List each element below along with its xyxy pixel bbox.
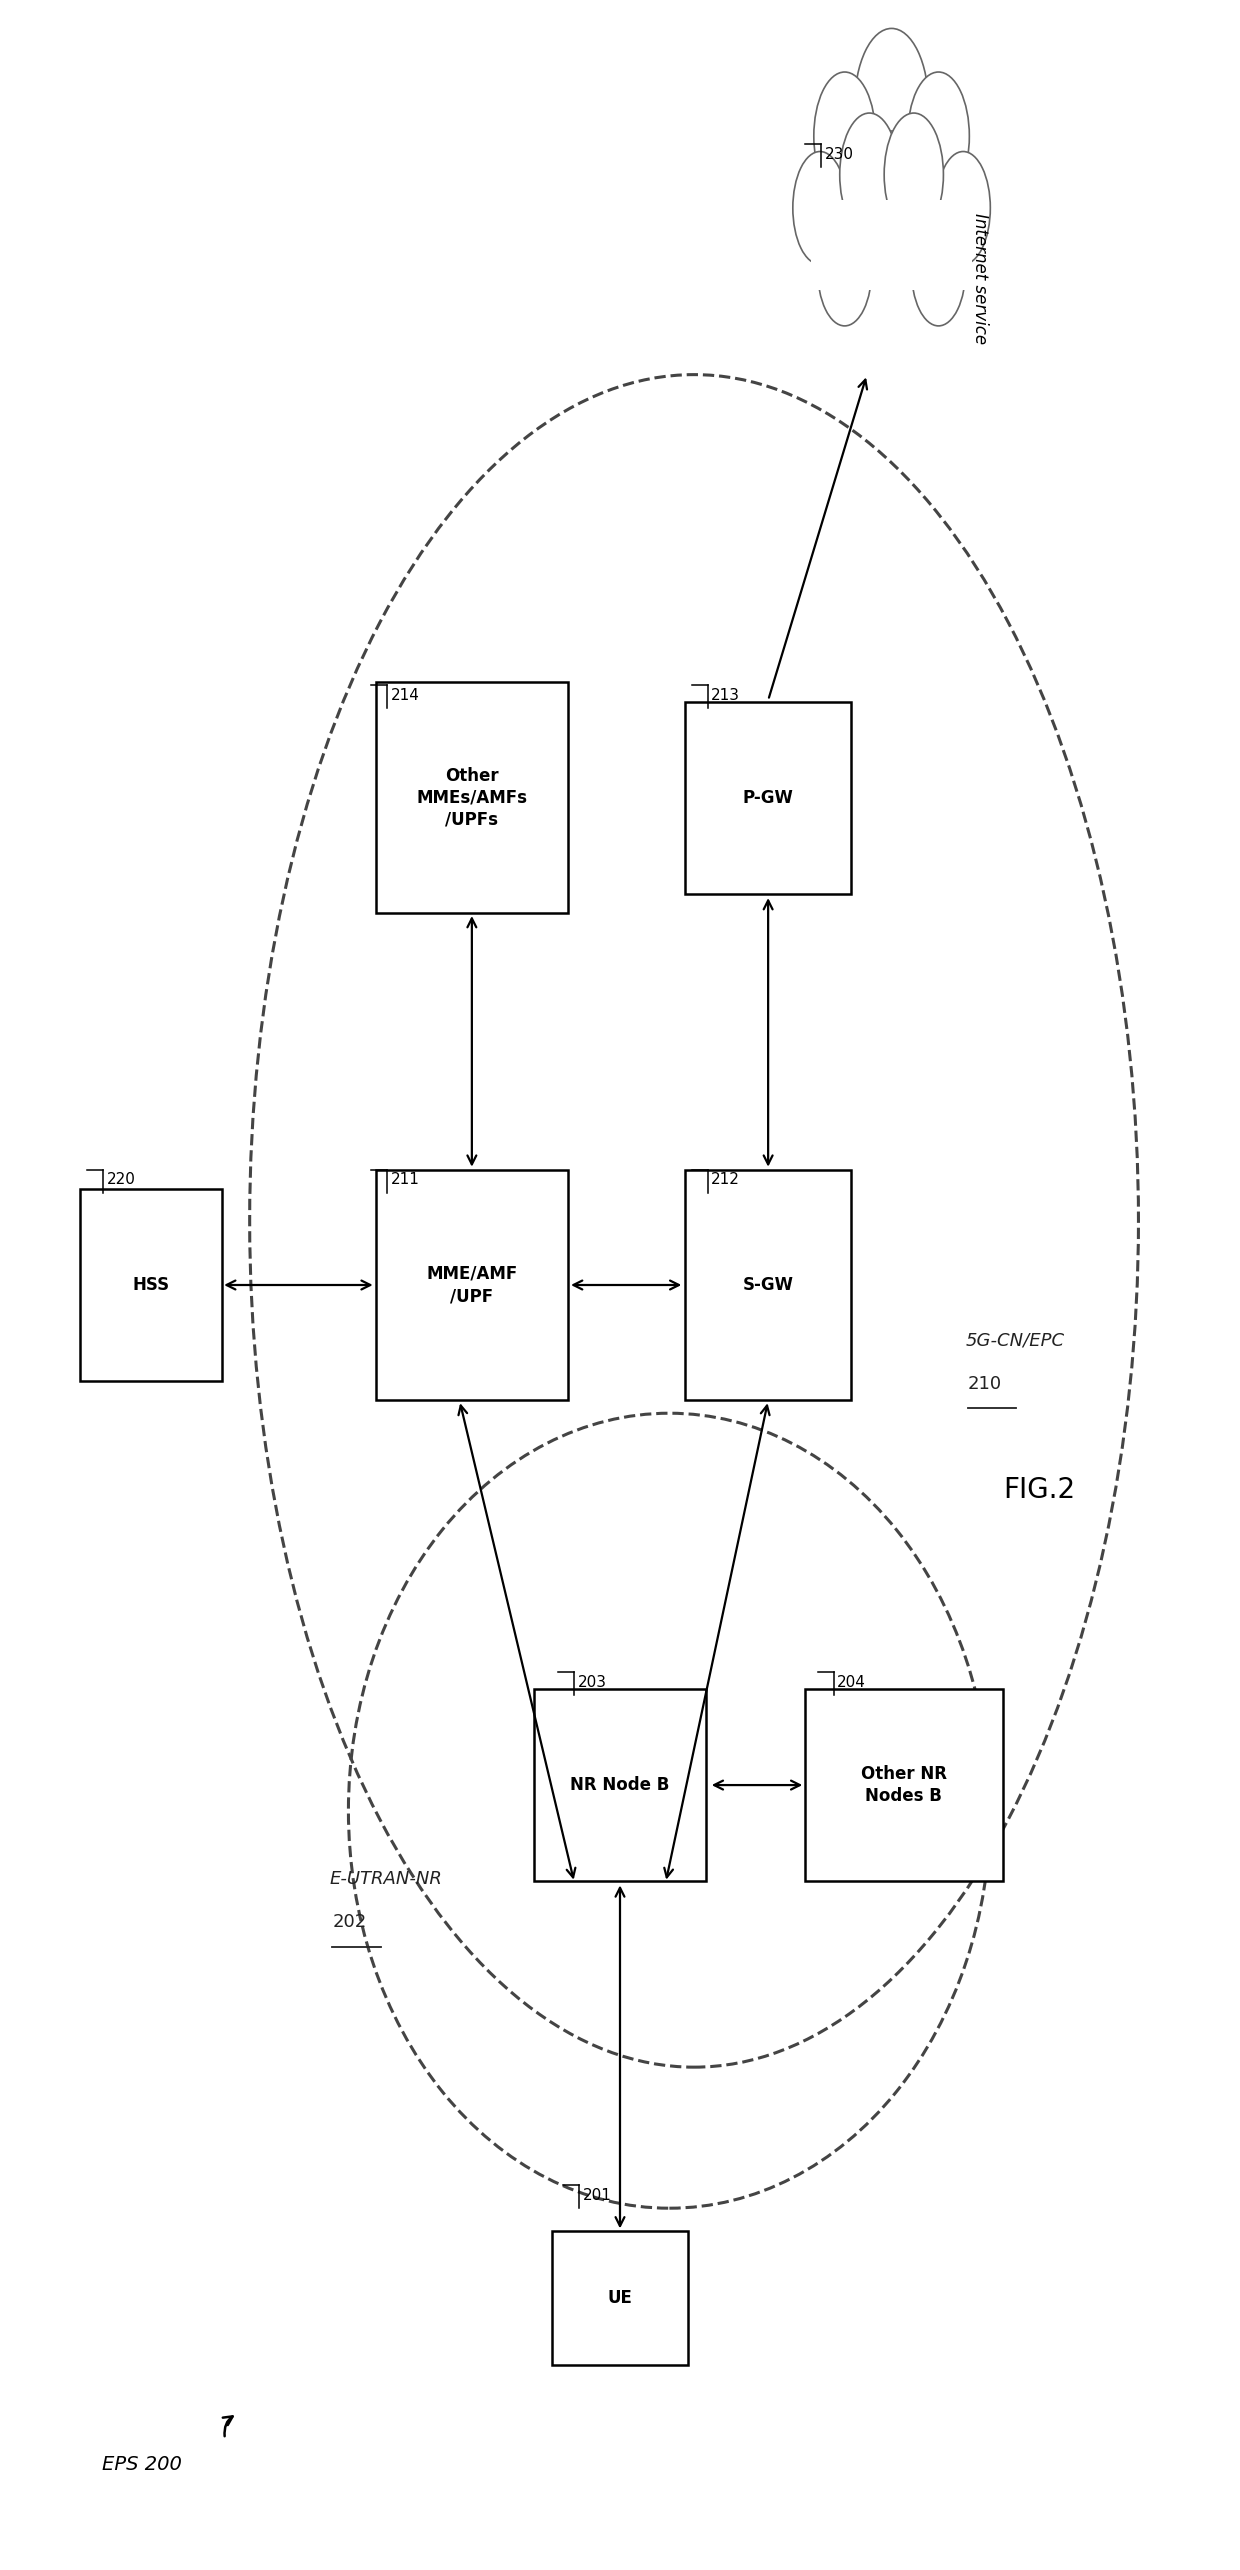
Circle shape — [813, 72, 875, 200]
Circle shape — [839, 113, 899, 236]
Circle shape — [911, 213, 966, 326]
Text: Other
MMEs/AMFs
/UPFs: Other MMEs/AMFs /UPFs — [417, 766, 527, 830]
FancyBboxPatch shape — [805, 1688, 1003, 1881]
FancyBboxPatch shape — [552, 2231, 688, 2364]
Text: FIG.2: FIG.2 — [1003, 1475, 1076, 1503]
FancyBboxPatch shape — [684, 702, 852, 894]
Text: 211: 211 — [391, 1172, 419, 1187]
Bar — [811, 200, 972, 290]
Circle shape — [817, 213, 872, 326]
Circle shape — [854, 131, 929, 285]
Circle shape — [884, 113, 944, 236]
Text: EPS 200: EPS 200 — [102, 2454, 181, 2475]
Text: 230: 230 — [825, 146, 854, 162]
Text: 220: 220 — [107, 1172, 135, 1187]
Text: MME/AMF
/UPF: MME/AMF /UPF — [427, 1264, 517, 1306]
Text: 210: 210 — [968, 1375, 1002, 1393]
FancyBboxPatch shape — [376, 1169, 568, 1401]
Text: E-UTRAN-NR: E-UTRAN-NR — [330, 1868, 443, 1886]
Text: Internet service: Internet service — [971, 213, 990, 344]
Text: UE: UE — [608, 2290, 632, 2308]
Circle shape — [908, 72, 970, 200]
Text: S-GW: S-GW — [743, 1275, 794, 1295]
FancyBboxPatch shape — [79, 1190, 222, 1380]
Text: 201: 201 — [583, 2187, 611, 2202]
Circle shape — [792, 152, 847, 265]
Text: Other NR
Nodes B: Other NR Nodes B — [861, 1766, 947, 1804]
FancyBboxPatch shape — [533, 1688, 707, 1881]
Text: P-GW: P-GW — [743, 789, 794, 807]
Circle shape — [854, 28, 929, 182]
Text: 203: 203 — [578, 1676, 608, 1691]
Text: 212: 212 — [712, 1172, 740, 1187]
Text: 214: 214 — [391, 689, 419, 702]
Text: 5G-CN/EPC: 5G-CN/EPC — [966, 1331, 1065, 1349]
Circle shape — [936, 152, 991, 265]
Text: 204: 204 — [837, 1676, 866, 1691]
Text: 202: 202 — [332, 1912, 367, 1930]
Text: 213: 213 — [712, 689, 740, 702]
FancyBboxPatch shape — [376, 684, 568, 912]
FancyBboxPatch shape — [684, 1169, 852, 1401]
Text: NR Node B: NR Node B — [570, 1776, 670, 1794]
Text: HSS: HSS — [133, 1275, 170, 1295]
